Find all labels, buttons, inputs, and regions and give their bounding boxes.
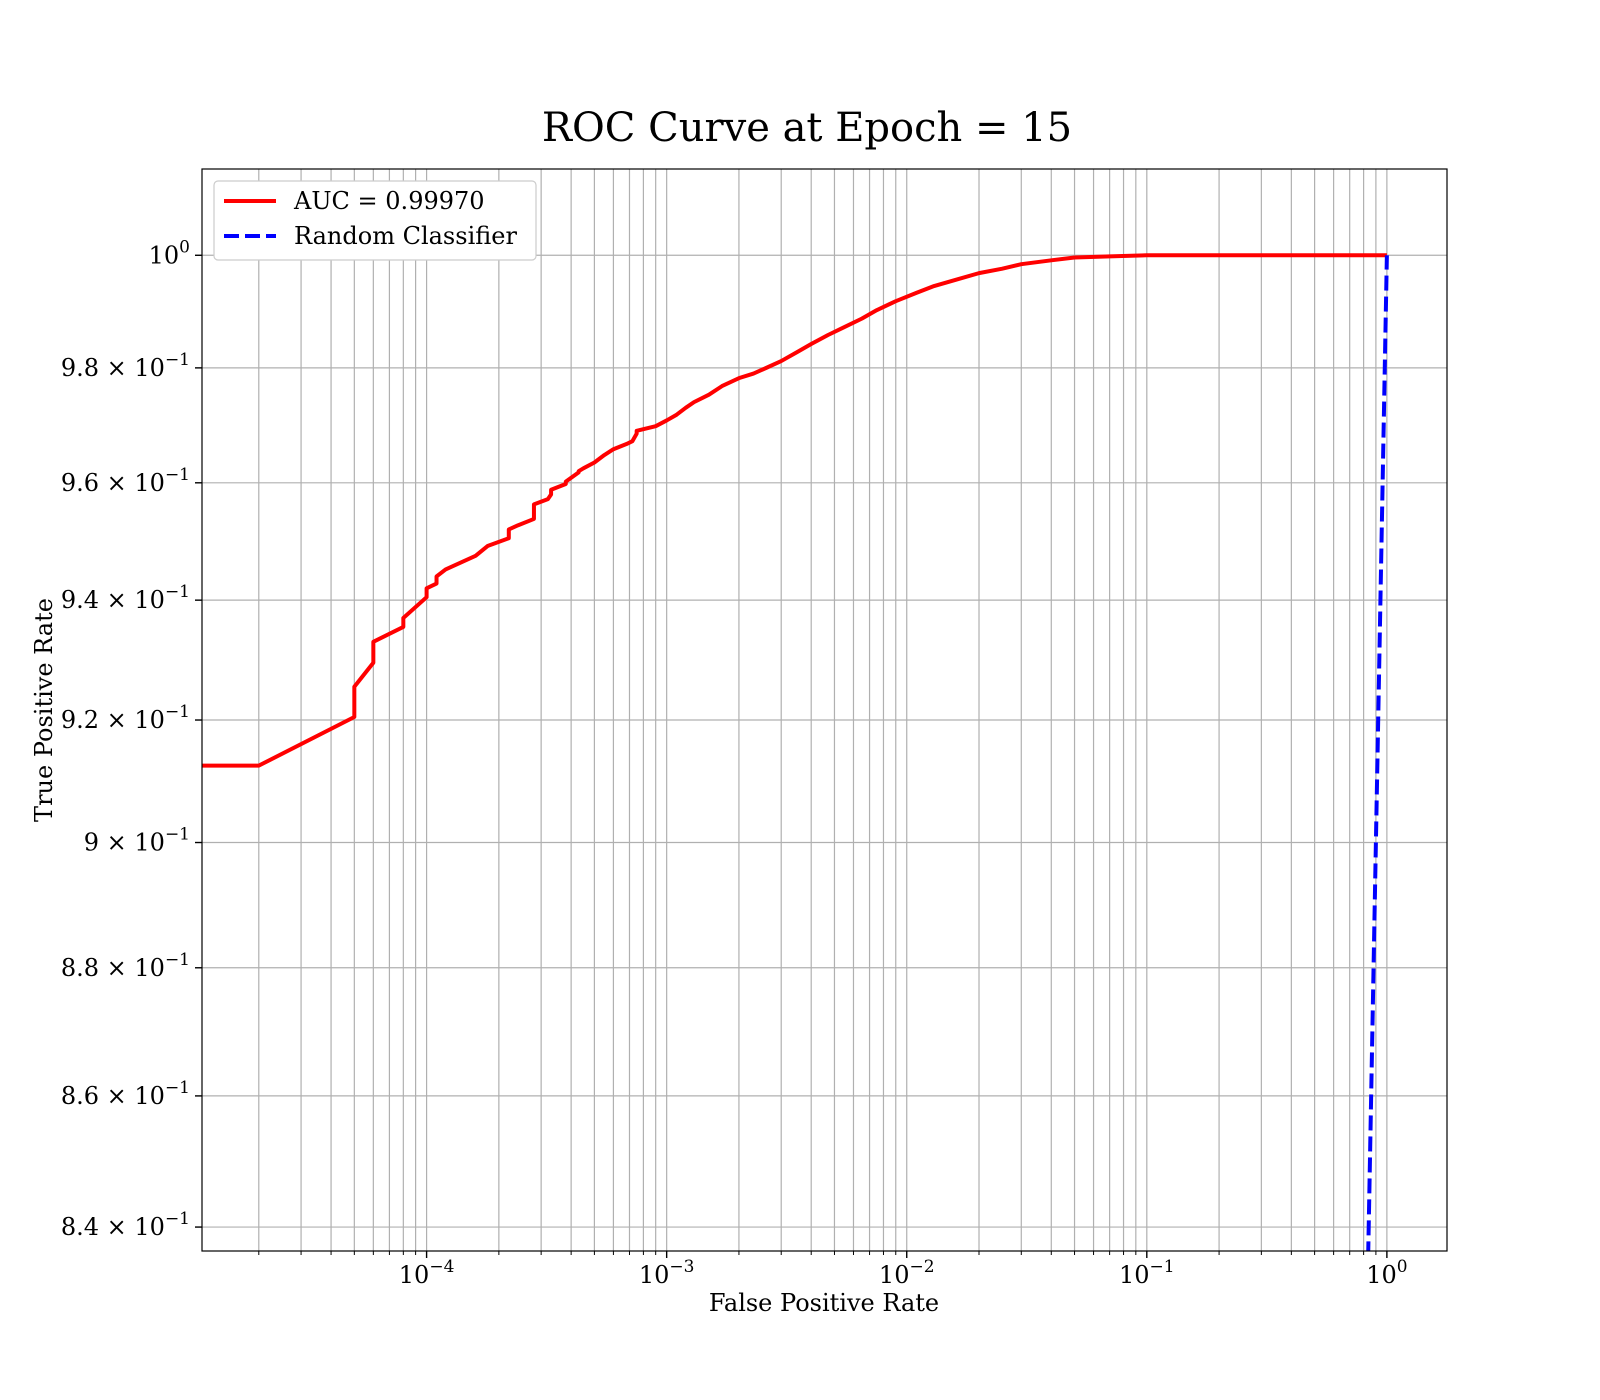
legend-label-random: Random Classifier — [294, 222, 517, 250]
x-tick-label: 10−1 — [1119, 1257, 1175, 1289]
y-tick-label: 100 — [149, 237, 190, 269]
grid-layer — [202, 169, 1447, 1251]
x-tick-label: 10−2 — [879, 1257, 935, 1289]
y-tick-label: 9 × 10−1 — [84, 825, 190, 857]
y-tick-label: 8.8 × 10−1 — [61, 950, 190, 982]
series-layer — [202, 253, 1389, 1251]
tick-layer: 10−4 10−3 10−2 10−1 100 100 9.8 × 10−1 9.6 × 10… — [61, 237, 1408, 1289]
plot-area — [202, 169, 1447, 1251]
roc-curve-line — [202, 253, 1387, 768]
legend-box — [213, 180, 537, 261]
x-tick-label: 100 — [1366, 1257, 1407, 1289]
y-axis-label: True Positive Rate — [30, 598, 58, 822]
x-tick-label: 10−3 — [639, 1257, 695, 1289]
x-tick-label: 10−4 — [399, 1257, 455, 1289]
chart-title: ROC Curve at Epoch = 15 — [542, 105, 1072, 151]
y-tick-label: 9.4 × 10−1 — [61, 582, 190, 614]
y-tick-label: 9.2 × 10−1 — [61, 702, 190, 734]
y-tick-label: 9.6 × 10−1 — [61, 465, 190, 497]
y-tick-label: 9.8 × 10−1 — [61, 350, 190, 382]
x-axis-label: False Positive Rate — [709, 1289, 939, 1317]
plot-frame — [201, 168, 1448, 1252]
y-tick-label: 8.4 × 10−1 — [61, 1209, 190, 1241]
legend: AUC = 0.99970 Random Classifier — [213, 180, 537, 261]
y-tick-label: 8.6 × 10−1 — [61, 1078, 190, 1110]
legend-label-auc: AUC = 0.99970 — [293, 187, 485, 215]
random-classifier-line — [1366, 255, 1389, 1251]
